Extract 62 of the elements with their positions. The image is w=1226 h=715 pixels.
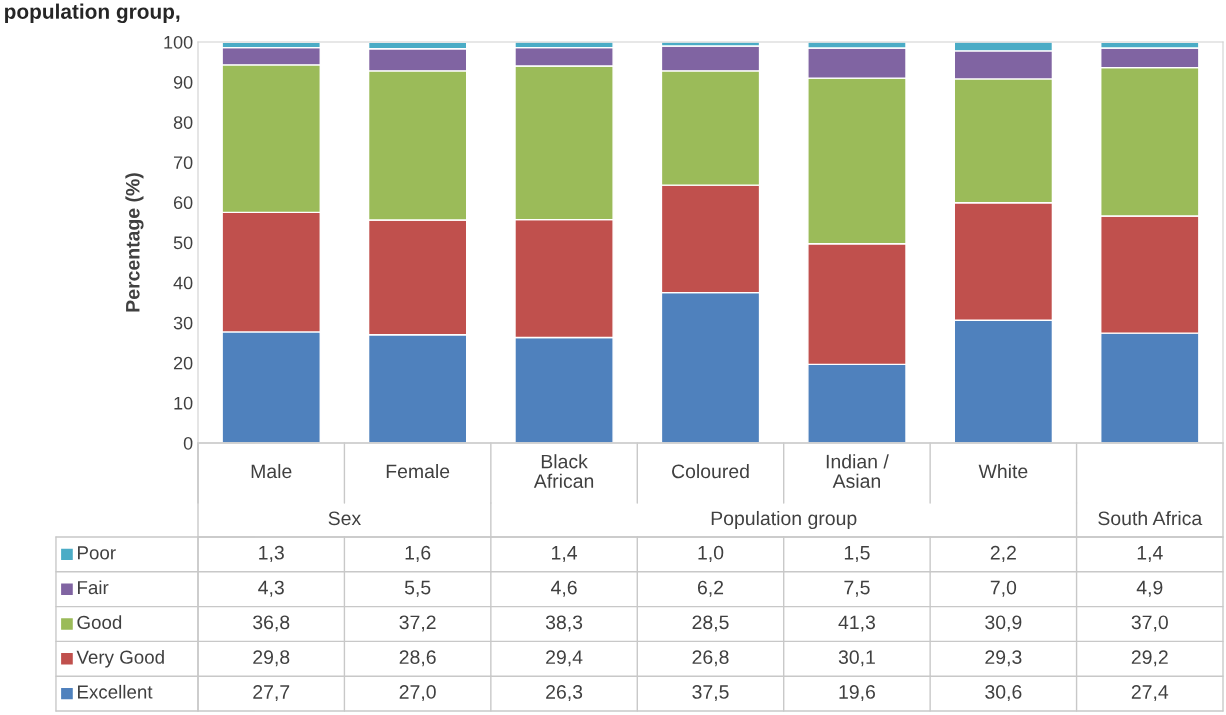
x-tick-label: Male [251, 463, 292, 479]
data-label: 1,0 [698, 545, 724, 562]
data-label: 37,2 [399, 615, 436, 632]
y-tick-label: 60 [173, 196, 193, 210]
data-label: 27,0 [399, 685, 436, 702]
data-label: 4,3 [258, 580, 284, 597]
data-label: 29,4 [546, 650, 583, 667]
data-label: 1,4 [552, 546, 578, 562]
y-axis-title: Percentage (%) [125, 173, 144, 312]
data-label: 1,3 [259, 545, 284, 562]
legend-label: Poor [78, 546, 116, 560]
data-label: 30,1 [838, 650, 875, 667]
text: South Africa [1098, 510, 1203, 526]
data-label: 38,3 [545, 615, 583, 632]
y-tick-label: 70 [173, 156, 193, 170]
data-label: 7,5 [844, 580, 870, 597]
y-tick-label: 40 [173, 276, 193, 290]
chart-title: population group, [5, 3, 180, 24]
y-tick-label: 80 [173, 116, 193, 129]
x-tick-label: Indian / Asian [826, 454, 889, 488]
data-label: 6,2 [697, 580, 724, 597]
data-label: 19,6 [839, 685, 875, 702]
text: Sex [328, 511, 361, 526]
data-label: 27,7 [253, 685, 290, 702]
data-label: 37,0 [1131, 615, 1168, 632]
data-label: 2,2 [990, 545, 1016, 562]
data-label: 37,5 [692, 685, 729, 702]
legend-label: Excellent [78, 684, 153, 699]
x-tick-label: White [978, 463, 1028, 479]
data-label: 36,8 [253, 615, 290, 632]
y-tick-label: 10 [174, 396, 193, 410]
data-label: 7,0 [990, 580, 1017, 597]
data-label: 29,2 [1131, 650, 1168, 667]
y-tick-label: 20 [173, 356, 193, 370]
legend-label: Good [77, 615, 122, 630]
y-tick-label: 30 [173, 316, 193, 330]
data-label: 26,8 [692, 650, 729, 667]
x-tick-label: Black African [533, 454, 594, 488]
text: Population group [711, 510, 857, 530]
x-tick-label: Female [386, 463, 450, 479]
data-label: 27,4 [1131, 685, 1169, 702]
data-label: 4,9 [1136, 580, 1163, 597]
data-label: 1,6 [405, 545, 431, 562]
x-tick-label: Coloured [672, 463, 749, 479]
data-label: 29,8 [253, 650, 290, 667]
data-label: 4,6 [551, 580, 577, 597]
y-tick-label: 0 [183, 436, 193, 450]
data-label: 28,6 [399, 650, 436, 667]
legend-label: Very Good [76, 650, 164, 668]
y-tick-label: 100 [164, 35, 193, 49]
y-tick-label: 90 [173, 76, 193, 89]
data-label: 30,6 [985, 685, 1022, 702]
data-label: 1,4 [1137, 546, 1163, 562]
data-label: 29,3 [985, 650, 1022, 667]
data-label: 41,3 [838, 615, 875, 632]
y-tick-label: 50 [173, 236, 193, 250]
data-label: 28,5 [692, 615, 729, 632]
legend-label: Fair [78, 580, 109, 595]
data-label: 1,5 [844, 546, 870, 562]
data-label: 5,5 [404, 580, 431, 597]
data-label: 26,3 [546, 685, 583, 702]
data-label: 30,9 [985, 615, 1022, 632]
